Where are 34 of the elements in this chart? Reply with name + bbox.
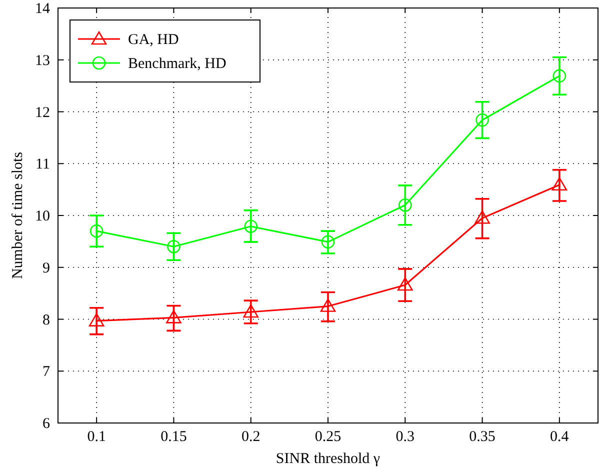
x-tick-label: 0.3: [396, 429, 415, 445]
point: [474, 210, 490, 224]
x-tick-label: 0.2: [241, 429, 260, 445]
legend-label: Benchmark, HD: [128, 56, 226, 72]
x-tick-label: 0.4: [550, 429, 570, 445]
legend-label: GA, HD: [128, 32, 179, 48]
y-tick-label: 8: [42, 312, 50, 328]
y-tick-label: 6: [42, 416, 50, 432]
x-tick-label: 0.25: [314, 429, 342, 445]
point: [320, 298, 336, 312]
point: [552, 69, 566, 83]
y-tick-label: 10: [35, 208, 50, 224]
x-tick-label: 0.1: [87, 429, 106, 445]
y-tick-label: 14: [35, 1, 50, 17]
point: [166, 310, 182, 324]
x-axis-title: SINR threshold γ: [276, 451, 380, 467]
x-tick-label: 0.15: [160, 429, 187, 445]
point: [321, 235, 335, 249]
y-tick-label: 9: [42, 260, 50, 276]
point: [397, 277, 413, 291]
point: [90, 224, 104, 238]
point: [476, 113, 489, 127]
y-tick-label: 12: [35, 104, 50, 121]
point: [398, 198, 412, 212]
y-tick-label: 11: [36, 156, 50, 173]
point: [243, 304, 259, 318]
y-axis-title: Number of time slots: [10, 152, 26, 280]
point: [167, 240, 180, 254]
point: [88, 313, 104, 326]
point: [244, 220, 258, 234]
x-tick-label: 0.35: [469, 429, 496, 445]
y-tick-label: 7: [42, 364, 50, 380]
y-tick-label: 13: [35, 52, 50, 69]
point: [552, 177, 568, 191]
